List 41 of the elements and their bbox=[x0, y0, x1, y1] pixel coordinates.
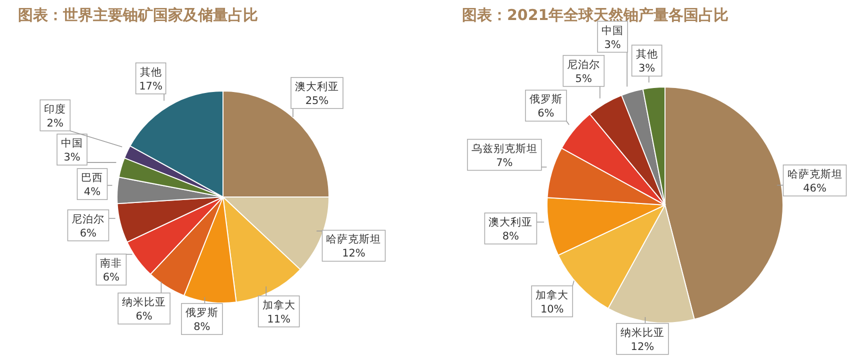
slice-label: 尼泊尔 bbox=[567, 58, 600, 71]
data-label: 6% bbox=[538, 108, 554, 120]
slice-label: 加拿大 bbox=[262, 298, 296, 312]
data-label: 5% bbox=[575, 72, 592, 85]
slice-label: 纳米比亚 bbox=[620, 326, 664, 339]
slice-label: 纳米比亚 bbox=[122, 296, 166, 309]
data-label: 4% bbox=[84, 186, 101, 198]
slice-label: 印度 bbox=[44, 102, 66, 116]
data-label: 12% bbox=[342, 248, 366, 260]
data-label: 7% bbox=[496, 156, 513, 169]
data-label: 6% bbox=[136, 310, 152, 323]
slice-label: 其他 bbox=[140, 65, 162, 78]
slice-label: 中国 bbox=[602, 24, 624, 37]
data-label: 10% bbox=[540, 303, 564, 316]
slice-label: 哈萨克斯坦 bbox=[326, 232, 382, 246]
slice-label: 巴西 bbox=[81, 172, 104, 184]
data-label: 3% bbox=[604, 38, 621, 51]
data-label: 2% bbox=[46, 117, 64, 130]
data-label: 3% bbox=[638, 62, 656, 75]
slice-label: 俄罗斯 bbox=[529, 92, 562, 106]
slice-label: 澳大利亚 bbox=[294, 80, 339, 94]
data-label: 11% bbox=[267, 313, 291, 326]
data-label: 12% bbox=[630, 340, 654, 353]
data-label: 8% bbox=[502, 230, 520, 242]
data-label: 46% bbox=[803, 182, 826, 194]
data-label: 17% bbox=[139, 80, 162, 92]
slice-label: 尼泊尔 bbox=[72, 213, 105, 226]
slice-label: 加拿大 bbox=[536, 288, 569, 302]
data-label: 6% bbox=[102, 272, 120, 284]
data-label: 8% bbox=[194, 320, 210, 333]
slice-label: 澳大利亚 bbox=[488, 215, 533, 228]
slice-label: 乌兹别克斯坦 bbox=[471, 142, 538, 155]
slice-label: 其他 bbox=[636, 48, 658, 61]
chart-title: 图表：世界主要铀矿国家及储量占比 bbox=[18, 6, 258, 25]
data-label: 25% bbox=[305, 95, 329, 108]
slice-label: 哈萨克斯坦 bbox=[787, 167, 842, 180]
data-label: 3% bbox=[64, 152, 80, 164]
slice-label: 中国 bbox=[61, 136, 84, 150]
slice-label: 俄罗斯 bbox=[185, 306, 218, 319]
data-label: 6% bbox=[80, 227, 97, 240]
slice-label: 南非 bbox=[100, 256, 122, 270]
